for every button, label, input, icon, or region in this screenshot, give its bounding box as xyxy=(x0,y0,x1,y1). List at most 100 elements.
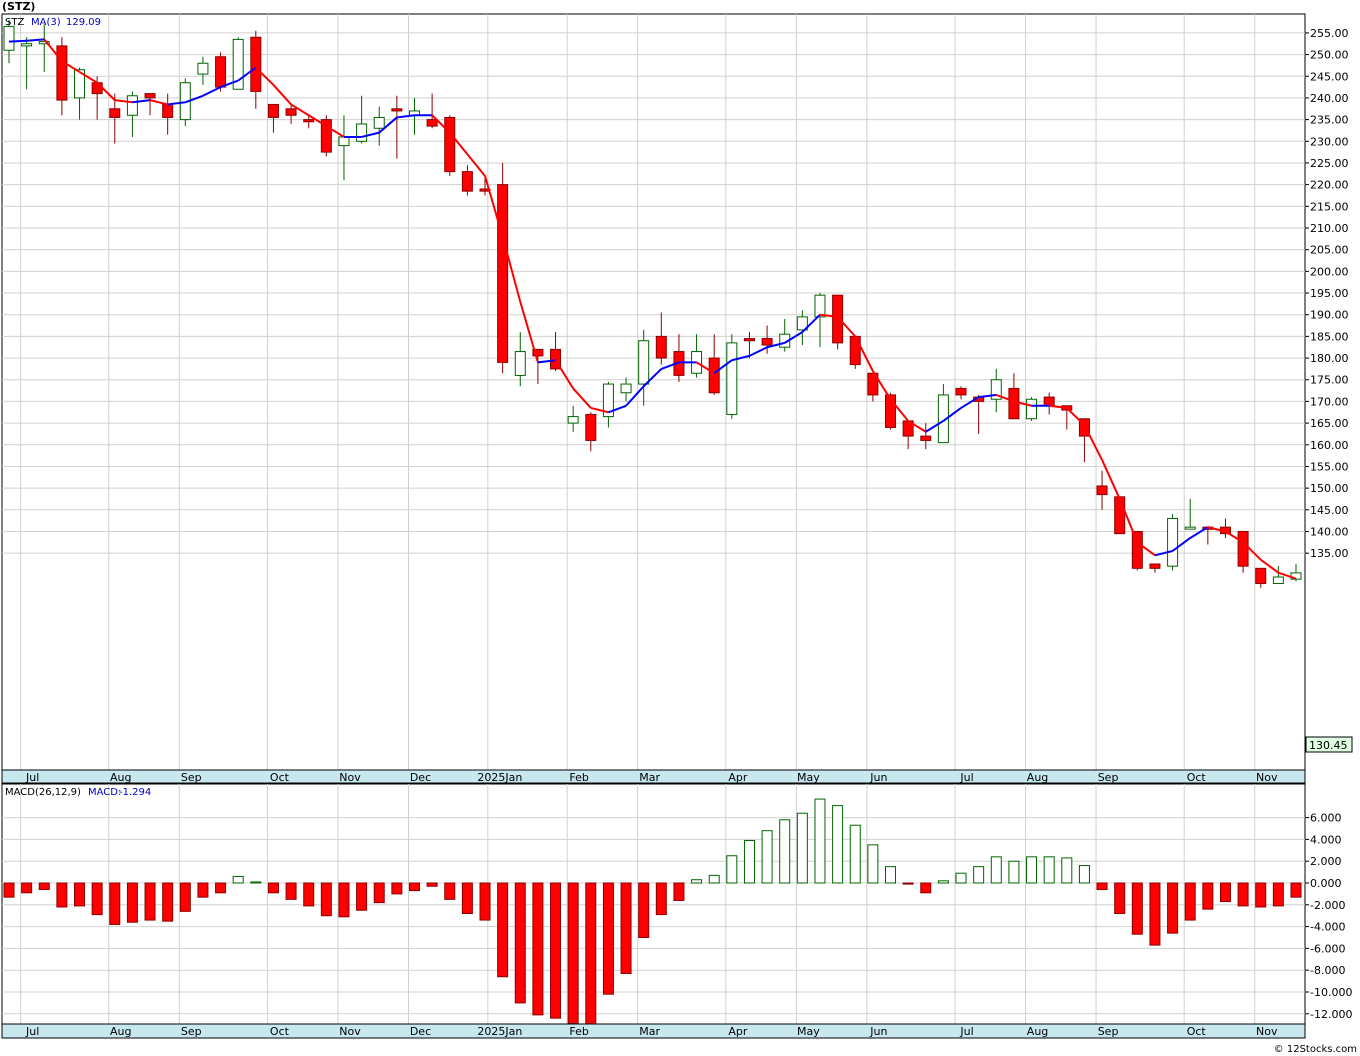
macd-tick-label: -4.000 xyxy=(1310,921,1345,934)
macd-month-label: Sep xyxy=(181,1025,202,1038)
price-month-label: Oct xyxy=(1187,771,1207,784)
candle-body xyxy=(320,119,332,153)
ma3-segment xyxy=(272,84,292,106)
down-candle xyxy=(1149,563,1161,573)
macd-tick-label: -12.000 xyxy=(1310,1008,1352,1021)
macd-x-axis: Jul Aug Sep Oct Nov Dec 2025Jan Feb Mar Apr May Jun… xyxy=(1,1023,1306,1039)
up-candle xyxy=(638,329,650,406)
macd-negative-bar xyxy=(620,882,632,974)
ma3-segment xyxy=(361,131,380,138)
ma3-segment xyxy=(784,331,803,344)
candle-body xyxy=(1149,563,1161,569)
candle-body xyxy=(585,413,597,441)
down-candle xyxy=(444,115,456,176)
price-tick-label: 185.00 xyxy=(1310,330,1349,343)
price-panel: 255.00 250.00 245.00 240.00 235.00 230.00 225.… xyxy=(1,13,1353,771)
macd-negative-bar xyxy=(1131,882,1143,935)
candle-body xyxy=(109,108,121,118)
macd-positive-bar xyxy=(814,798,826,884)
macd-positive-bar xyxy=(232,875,244,884)
macd-tick-label: -2.000 xyxy=(1310,899,1345,912)
price-tick-label: 160.00 xyxy=(1310,439,1349,452)
symbol-title: (STZ) xyxy=(2,0,35,13)
ma3-segment xyxy=(484,175,504,237)
price-tick-label: 245.00 xyxy=(1310,70,1349,83)
price-month-label: Nov xyxy=(339,771,361,784)
down-candle xyxy=(109,93,121,144)
ma3-segment xyxy=(554,359,575,389)
down-candle xyxy=(832,294,844,350)
candle-body xyxy=(849,335,861,366)
down-candle xyxy=(1114,496,1126,535)
macd-tick-label: -8.000 xyxy=(1310,964,1345,977)
macd-negative-bar xyxy=(197,882,209,898)
macd-positive-bar xyxy=(1026,856,1038,884)
candle-body xyxy=(1096,485,1108,496)
candle-body xyxy=(620,383,632,394)
down-candle xyxy=(426,93,438,129)
macd-plot-area xyxy=(1,783,1306,1025)
ma3-segment xyxy=(925,420,944,433)
candle-body xyxy=(1184,526,1196,530)
ma3-segment xyxy=(167,101,186,106)
up-candle xyxy=(726,334,738,419)
ma3-segment xyxy=(1224,530,1244,544)
ma3-segment xyxy=(378,116,398,134)
ma3-segment xyxy=(8,39,27,43)
macd-negative-bar xyxy=(550,882,562,1019)
up-candle xyxy=(937,384,949,444)
candle-body xyxy=(1026,398,1038,420)
macd-month-label: Dec xyxy=(410,1025,431,1038)
macd-negative-bar xyxy=(144,882,156,921)
ma3-segment xyxy=(1189,526,1209,539)
price-x-axis-band xyxy=(1,769,1306,784)
candle-body xyxy=(303,119,315,123)
ma3-segment xyxy=(907,420,927,433)
macd-negative-bar xyxy=(638,882,650,938)
ma3-segment xyxy=(43,38,63,62)
macd-negative-bar xyxy=(444,882,456,900)
candle-body xyxy=(56,45,68,101)
macd-month-label: Aug xyxy=(110,1025,131,1038)
price-tick-label: 250.00 xyxy=(1310,49,1349,62)
price-month-label: Sep xyxy=(1098,771,1119,784)
ma3-segment xyxy=(96,82,116,101)
price-tick-label: 170.00 xyxy=(1310,395,1349,408)
macd-negative-bar xyxy=(408,882,420,892)
up-candle xyxy=(1272,566,1284,585)
up-candle xyxy=(356,95,368,144)
candle-body xyxy=(250,36,262,92)
macd-month-label: Nov xyxy=(339,1025,361,1038)
ma3-segment xyxy=(1101,459,1121,500)
candle-body xyxy=(955,387,967,396)
price-tick-label: 140.00 xyxy=(1310,525,1349,538)
macd-negative-bar xyxy=(338,882,350,918)
ma3-segment xyxy=(1083,424,1103,461)
candle-body xyxy=(1167,517,1179,567)
candle-body xyxy=(338,136,350,147)
price-month-label: Mar xyxy=(639,771,660,784)
up-candle xyxy=(21,37,33,90)
macd-y-axis: 6.000 4.000 2.000 0.000 -2.000 -4.000 -6.000 -8… xyxy=(1305,812,1352,1021)
candle-body xyxy=(937,394,949,444)
macd-positive-bar xyxy=(955,872,967,884)
down-candle xyxy=(461,165,473,196)
ma3-segment xyxy=(1118,498,1139,543)
candle-body xyxy=(655,335,667,359)
ma3-segment xyxy=(1260,558,1279,574)
macd-negative-bar xyxy=(56,882,68,908)
candle-body xyxy=(267,103,279,118)
candle-body xyxy=(532,348,544,357)
ma3-segment xyxy=(978,393,997,399)
macd-legend: MACD(26,12,9) MACD: -1.294 xyxy=(5,787,151,798)
candle-body xyxy=(285,108,297,116)
candle-body xyxy=(21,43,33,47)
candle-body xyxy=(126,95,138,116)
macd-month-label: 2025Jan xyxy=(477,1025,522,1038)
price-tick-label: 255.00 xyxy=(1310,27,1349,40)
candle-body xyxy=(232,38,244,90)
ma3-segment xyxy=(660,361,680,370)
candle-body xyxy=(162,103,174,118)
ma3-segment xyxy=(519,301,539,363)
